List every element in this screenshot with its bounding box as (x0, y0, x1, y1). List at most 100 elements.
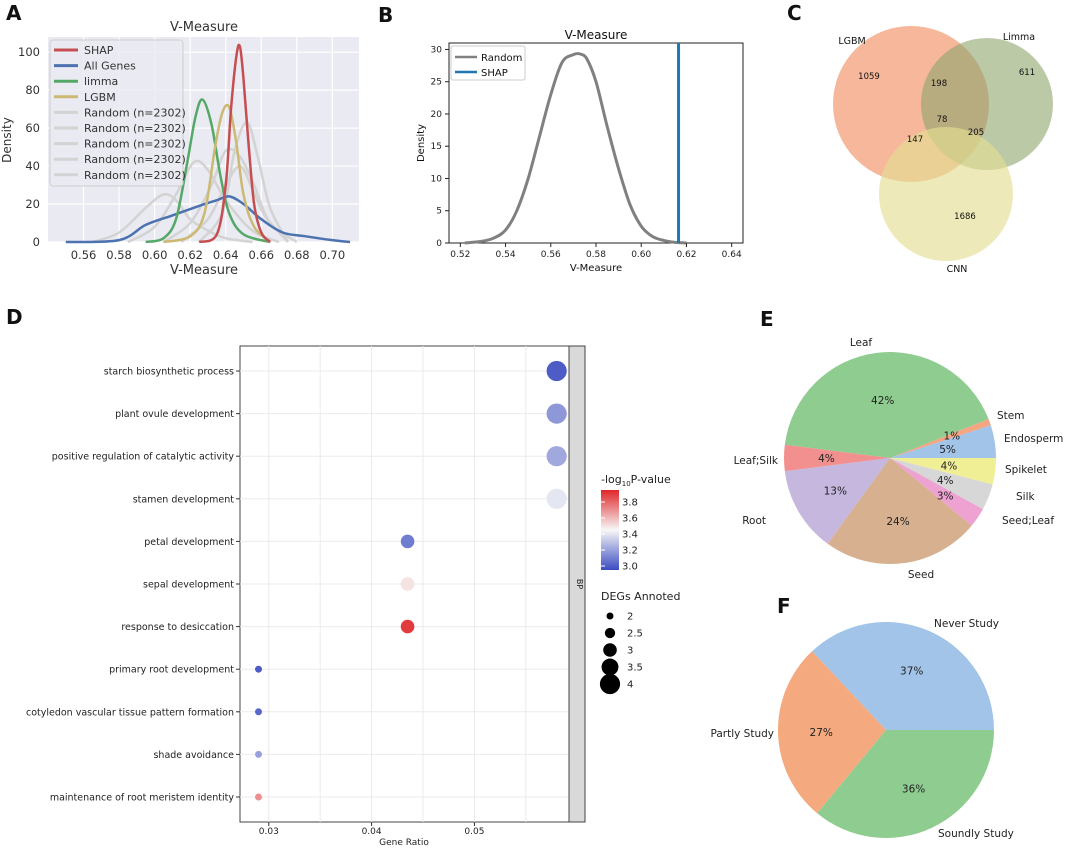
color-legend-tick-label: 3.8 (622, 498, 638, 509)
panel-d-term-label: starch biosynthetic process (104, 367, 234, 378)
panel-f-slices (777, 621, 995, 839)
venn-circle-cnn (879, 127, 1013, 261)
panel-d-term-label: cotyledon vascular tissue pattern format… (26, 707, 234, 718)
panel-a-x-tick-label: 0.66 (248, 248, 274, 262)
panel-d-point (546, 403, 567, 424)
panel-b-series-line-random (464, 51, 687, 245)
panel-b-series (464, 43, 687, 245)
panel-b-ticks: 0.52 0.54 0.56 0.58 0.60 0.62 0.64 0 5 10 15 20 25 30 (431, 45, 742, 260)
f-pie-slice-0 (812, 621, 995, 730)
panel-d-point (255, 708, 263, 716)
panel-e-slices (784, 352, 996, 565)
panel-a-series (65, 43, 351, 244)
size-legend-dot (603, 643, 617, 657)
panel-d-term-label: maintenance of root meristem identity (50, 793, 235, 804)
panel-a-x-tick-label: 0.58 (106, 248, 132, 262)
size-legend-label: 4 (627, 680, 633, 691)
panel-b-density-chart: 0.52 0.54 0.56 0.58 0.60 0.62 0.64 0 5 10 15 20 25 30… (416, 28, 744, 274)
panel-b-y-tick-label: 20 (431, 110, 443, 120)
panel-a-x-axis-label: V-Measure (170, 263, 238, 278)
e-pie-pct-label: 4% (818, 453, 835, 465)
panel-a-legend-label: All Genes (84, 60, 136, 73)
panel-a-legend: SHAP All Genes limma LGBM Random (n=2302) Ran… (49, 39, 186, 187)
panel-label-d: D (6, 305, 23, 329)
panel-a-x-tick-label: 0.62 (177, 248, 203, 262)
panel-a-series-line-0 (91, 192, 253, 244)
panel-d-point (255, 793, 263, 801)
e-pie-category-label: Leaf (850, 337, 873, 349)
panel-a-y-tick-label: 60 (25, 121, 40, 135)
venn-region-lgbm-cnn: 147 (907, 135, 923, 145)
panel-d-x-axis-label: Gene Ratio (379, 838, 429, 848)
e-pie-pct-label: 1% (943, 431, 960, 443)
size-legend-title: DEGs Annoted (601, 590, 680, 603)
panel-d-point (546, 488, 567, 509)
panel-c-venn-diagram: LGBM Limma CNN 1059 611 1686 198 147 205… (833, 26, 1053, 275)
f-pie-category-label: Partly Study (710, 728, 774, 740)
venn-region-cnn-only: 1686 (954, 212, 976, 222)
panel-a-series-line-6 (145, 98, 271, 244)
panel-d-facet-label: BP (575, 579, 584, 589)
panel-a-y-tick-label: 40 (25, 159, 40, 173)
e-pie-category-label: Endosperm (1004, 433, 1063, 445)
e-pie-category-label: Stem (997, 410, 1024, 422)
panel-a-legend-label: limma (84, 75, 118, 88)
panel-a-series-line-5 (65, 195, 351, 244)
venn-region-lgbm-only: 1059 (858, 72, 880, 82)
panel-f-pie-chart: 37% Never Study 27% Partly Study 36% Soundly … (710, 618, 1013, 840)
panel-a-legend-label: LGBM (84, 91, 116, 104)
e-pie-pct-label: 3% (937, 491, 954, 503)
venn-set-label-cnn: CNN (947, 264, 968, 275)
f-pie-slice-2 (817, 730, 994, 839)
color-legend-bar (601, 490, 619, 570)
color-legend-tick-label: 3.6 (622, 514, 638, 525)
e-pie-pct-label: 4% (941, 460, 958, 472)
panel-d-term-label: shade avoidance (153, 750, 234, 761)
panel-a-y-tick-label: 20 (25, 197, 40, 211)
panel-a-legend-label: Random (n=2302) (84, 138, 186, 151)
panel-b-y-tick-label: 25 (431, 78, 442, 88)
panel-d-color-legend: -log10P-value 3.8 3.6 3.4 3.2 3.0 (601, 473, 671, 573)
panel-a-y-axis-label: Density (0, 117, 14, 163)
panel-d-facet-strip (568, 345, 586, 823)
e-pie-category-label: Seed (908, 569, 934, 581)
size-legend-label: 2.5 (627, 629, 643, 640)
e-pie-category-label: Silk (1016, 491, 1035, 503)
panel-d-grid (240, 346, 569, 822)
e-pie-slice-8 (890, 458, 996, 485)
panel-a-series-line-7 (163, 103, 271, 244)
e-pie-pct-label: 13% (824, 485, 847, 497)
panel-d-term-label: response to desiccation (121, 622, 234, 633)
panel-d-term-label: petal development (144, 537, 234, 548)
panel-d-term-label: sepal development (143, 580, 234, 591)
panel-label-e: E (760, 307, 774, 331)
panel-a-x-tick-label: 0.60 (142, 248, 168, 262)
color-legend-tick-label: 3.0 (622, 562, 638, 573)
venn-set-label-limma: Limma (1003, 32, 1035, 43)
e-pie-category-label: Root (742, 515, 766, 527)
panel-a-x-tick-label: 0.68 (284, 248, 310, 262)
f-pie-slice-1 (777, 651, 886, 814)
f-pie-category-label: Soundly Study (938, 828, 1014, 840)
venn-region-limma-cnn: 205 (968, 128, 984, 138)
f-pie-pct-label: 36% (902, 784, 925, 796)
panel-d-point (400, 619, 415, 634)
panel-b-x-tick-label: 0.64 (722, 250, 742, 260)
panel-d-term-label: stamen development (133, 494, 235, 505)
size-legend-dot (606, 612, 614, 620)
panel-label-b: B (378, 3, 393, 27)
venn-region-lgbm-limma: 198 (931, 79, 947, 89)
panel-d-dot-plot: BP starch biosynthetic process plant ovul… (26, 345, 680, 848)
panel-b-x-tick-label: 0.56 (541, 250, 561, 260)
panel-a-legend-box (49, 39, 184, 187)
e-pie-category-label: Leaf;Silk (734, 455, 779, 467)
size-legend-dot (599, 673, 621, 695)
panel-b-y-tick-label: 5 (436, 207, 442, 217)
size-legend-label: 2 (627, 612, 633, 623)
panel-d-x-tick-label: 0.04 (362, 827, 382, 837)
panel-d-term-labels: starch biosynthetic process plant ovule d… (26, 367, 234, 804)
color-legend-tick-label: 3.4 (622, 530, 638, 541)
panel-b-legend: Random SHAP (450, 45, 526, 81)
panel-b-y-tick-label: 10 (431, 174, 443, 184)
e-pie-slice-1 (890, 418, 991, 458)
